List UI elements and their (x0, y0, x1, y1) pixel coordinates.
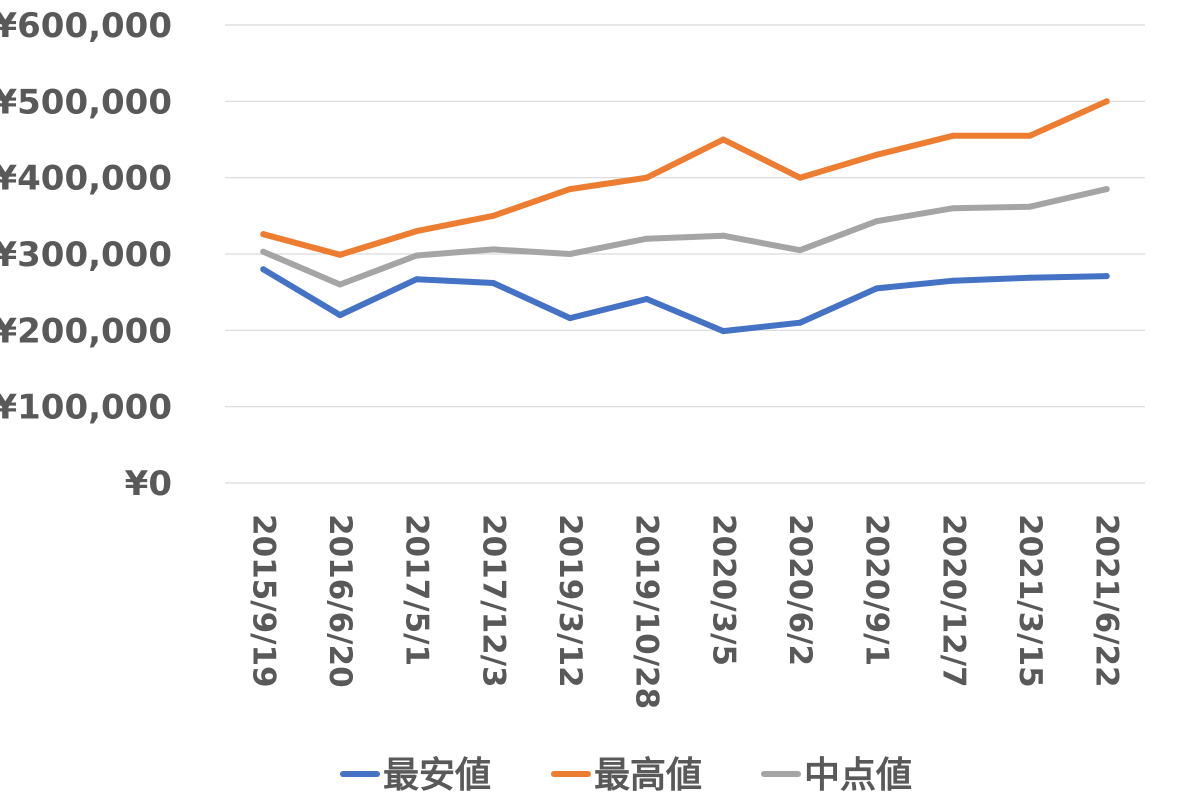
data-point (413, 252, 420, 259)
data-point (260, 231, 267, 238)
data-point (260, 248, 267, 255)
data-point (337, 312, 343, 319)
data-point (873, 285, 880, 292)
x-tick-label: 2021/3/15 (1012, 514, 1048, 688)
x-tick-label: 2020/6/2 (782, 514, 818, 666)
data-point (1103, 186, 1110, 193)
data-point (720, 328, 727, 335)
data-point (413, 228, 420, 235)
data-point (1103, 98, 1110, 105)
data-point (643, 296, 650, 303)
data-point (797, 319, 803, 326)
data-point (950, 277, 957, 284)
data-point (567, 315, 573, 322)
x-axis-ticks: 2015/9/19 2016/6/20 2017/5/1 2017/12/3 2019/… (245, 514, 1124, 709)
data-point (567, 186, 573, 193)
y-tick-label: ¥600,000 (0, 6, 172, 46)
x-tick-label: 2021/6/22 (1089, 514, 1125, 688)
x-tick-label: 2020/12/7 (935, 514, 971, 688)
data-point (260, 266, 267, 273)
legend-label: 中点値 (804, 755, 912, 796)
series-line-3 (260, 186, 1110, 288)
legend: 最安値 最高値 中点値 (340, 755, 912, 796)
data-point (337, 251, 343, 258)
data-point (797, 247, 803, 254)
legend-label: 最安値 (383, 755, 491, 796)
gridlines (225, 24, 1145, 484)
x-tick-label: 2019/10/28 (629, 514, 665, 709)
data-point (873, 151, 880, 158)
data-point (797, 174, 803, 181)
y-tick-label: ¥200,000 (0, 311, 172, 351)
data-point (490, 212, 497, 219)
data-point (1027, 203, 1033, 210)
y-tick-label: ¥0 (125, 464, 172, 504)
x-tick-label: 2017/5/1 (399, 514, 435, 666)
data-point (413, 276, 420, 283)
y-tick-label: ¥100,000 (0, 388, 172, 428)
data-point (490, 246, 497, 253)
data-point (950, 132, 957, 139)
data-point (720, 232, 727, 239)
series-lines (260, 98, 1110, 335)
y-tick-label: ¥300,000 (0, 235, 172, 275)
x-tick-label: 2017/12/3 (475, 514, 511, 688)
x-tick-label: 2015/9/19 (245, 514, 281, 688)
data-point (950, 205, 957, 212)
data-point (643, 235, 650, 242)
series-line-2 (260, 98, 1110, 258)
y-tick-label: ¥500,000 (0, 82, 172, 122)
x-tick-label: 2016/6/20 (322, 514, 358, 688)
data-point (873, 218, 880, 225)
y-tick-label: ¥400,000 (0, 159, 172, 199)
x-tick-label: 2020/3/5 (705, 514, 741, 666)
data-point (720, 136, 727, 143)
x-tick-label: 2019/3/12 (552, 514, 588, 688)
y-axis-ticks: ¥0 ¥100,000 ¥200,000 ¥300,000 ¥400,000 ¥500,0… (0, 6, 172, 504)
data-point (643, 174, 650, 181)
data-point (1027, 132, 1033, 139)
data-point (337, 281, 343, 288)
data-point (1027, 274, 1033, 281)
series-line-1 (260, 266, 1110, 335)
data-point (490, 280, 497, 287)
data-point (1103, 273, 1110, 280)
x-tick-label: 2020/9/1 (859, 514, 895, 666)
data-point (567, 251, 573, 257)
legend-label: 最高値 (594, 755, 702, 796)
